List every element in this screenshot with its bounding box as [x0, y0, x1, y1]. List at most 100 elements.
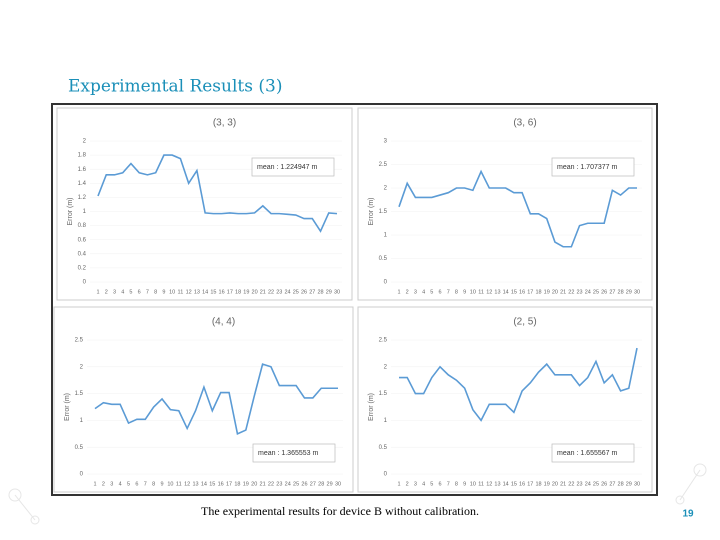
y-tick-label: 2.5: [75, 338, 84, 344]
x-tick-label: 19: [544, 481, 550, 487]
x-tick-label: 25: [293, 289, 299, 295]
chart-panel: [357, 107, 653, 301]
y-tick-label: 2: [384, 364, 388, 370]
x-tick-label: 10: [470, 481, 476, 487]
x-tick-label: 18: [535, 289, 541, 295]
x-tick-label: 14: [202, 289, 208, 295]
x-tick-label: 6: [439, 481, 442, 487]
x-tick-label: 12: [184, 481, 190, 487]
y-tick-label: 2: [80, 364, 84, 370]
y-tick-label: 0.2: [78, 265, 87, 271]
y-tick-label: 1.4: [78, 181, 87, 187]
x-tick-label: 13: [494, 289, 500, 295]
y-tick-label: 2: [384, 186, 388, 192]
chart-title: (4, 4): [212, 317, 235, 328]
x-tick-label: 6: [439, 289, 442, 295]
data-line: [399, 347, 638, 422]
y-axis-label: Error (m): [368, 393, 375, 421]
x-tick-label: 10: [169, 289, 175, 295]
x-tick-label: 8: [455, 481, 458, 487]
y-tick-label: 0.5: [379, 445, 388, 451]
annotation-box: [551, 443, 635, 463]
x-tick-label: 7: [144, 481, 147, 487]
x-tick-label: 17: [527, 289, 533, 295]
x-tick-label: 21: [560, 481, 566, 487]
y-tick-label: 1: [384, 233, 388, 239]
x-tick-label: 23: [276, 289, 282, 295]
x-tick-label: 30: [634, 481, 640, 487]
x-tick-label: 21: [260, 289, 266, 295]
caption: The experimental results for device B wi…: [201, 504, 479, 518]
x-tick-label: 8: [455, 289, 458, 295]
x-tick-label: 19: [243, 289, 249, 295]
x-tick-label: 28: [317, 289, 323, 295]
x-tick-label: 3: [110, 481, 113, 487]
x-tick-label: 17: [227, 289, 233, 295]
slide-title: Experimental Results (3): [68, 77, 282, 97]
x-tick-label: 11: [478, 289, 484, 295]
chart-panel: [53, 306, 354, 493]
x-tick-label: 22: [568, 481, 574, 487]
x-tick-label: 13: [192, 481, 198, 487]
x-tick-label: 24: [285, 481, 291, 487]
y-tick-label: 1.5: [379, 391, 388, 397]
x-tick-label: 1: [96, 289, 99, 295]
decoration: [8, 463, 707, 525]
x-tick-label: 2: [406, 289, 409, 295]
x-tick-label: 12: [486, 481, 492, 487]
x-tick-label: 30: [634, 289, 640, 295]
y-tick-label: 1.8: [78, 153, 87, 159]
x-tick-label: 24: [585, 289, 591, 295]
y-tick-label: 0.8: [78, 223, 87, 229]
x-tick-label: 28: [618, 481, 624, 487]
x-tick-label: 21: [260, 481, 266, 487]
x-tick-label: 18: [234, 481, 240, 487]
x-tick-label: 14: [201, 481, 207, 487]
x-tick-label: 1: [397, 289, 400, 295]
x-tick-label: 15: [511, 481, 517, 487]
x-tick-label: 18: [535, 481, 541, 487]
x-tick-label: 14: [503, 289, 509, 295]
x-tick-label: 17: [226, 481, 232, 487]
y-tick-label: 0: [80, 472, 84, 478]
x-tick-label: 22: [268, 289, 274, 295]
x-tick-label: 8: [152, 481, 155, 487]
x-tick-label: 29: [626, 481, 632, 487]
x-tick-label: 28: [318, 481, 324, 487]
x-tick-label: 29: [326, 289, 332, 295]
annotation: mean : 1.655567 m: [557, 450, 617, 457]
x-tick-label: 13: [194, 289, 200, 295]
x-tick-label: 9: [161, 481, 164, 487]
y-tick-label: 0.5: [75, 445, 84, 451]
x-tick-label: 10: [167, 481, 173, 487]
x-tick-label: 15: [210, 289, 216, 295]
annotation: mean : 1.365553 m: [258, 450, 318, 457]
chart-panel: [357, 306, 653, 493]
y-tick-label: 0.6: [78, 237, 87, 243]
y-tick-label: 2.5: [379, 338, 388, 344]
x-tick-label: 10: [470, 289, 476, 295]
x-tick-label: 26: [301, 289, 307, 295]
x-tick-label: 23: [576, 289, 582, 295]
y-axis-label: Error (m): [64, 393, 71, 421]
x-tick-label: 25: [593, 289, 599, 295]
x-tick-label: 15: [209, 481, 215, 487]
x-tick-label: 2: [102, 481, 105, 487]
x-tick-label: 26: [301, 481, 307, 487]
x-tick-label: 25: [593, 481, 599, 487]
x-tick-label: 4: [121, 289, 124, 295]
y-axis-label: Error (m): [368, 198, 375, 226]
x-tick-label: 7: [146, 289, 149, 295]
x-tick-label: 2: [406, 481, 409, 487]
x-tick-label: 5: [127, 481, 130, 487]
chart-title: (2, 5): [513, 317, 536, 328]
x-tick-label: 2: [105, 289, 108, 295]
x-tick-label: 25: [293, 481, 299, 487]
x-tick-label: 12: [186, 289, 192, 295]
x-tick-label: 3: [414, 289, 417, 295]
x-tick-label: 24: [284, 289, 290, 295]
x-tick-label: 5: [430, 289, 433, 295]
x-tick-label: 12: [486, 289, 492, 295]
x-tick-label: 8: [154, 289, 157, 295]
